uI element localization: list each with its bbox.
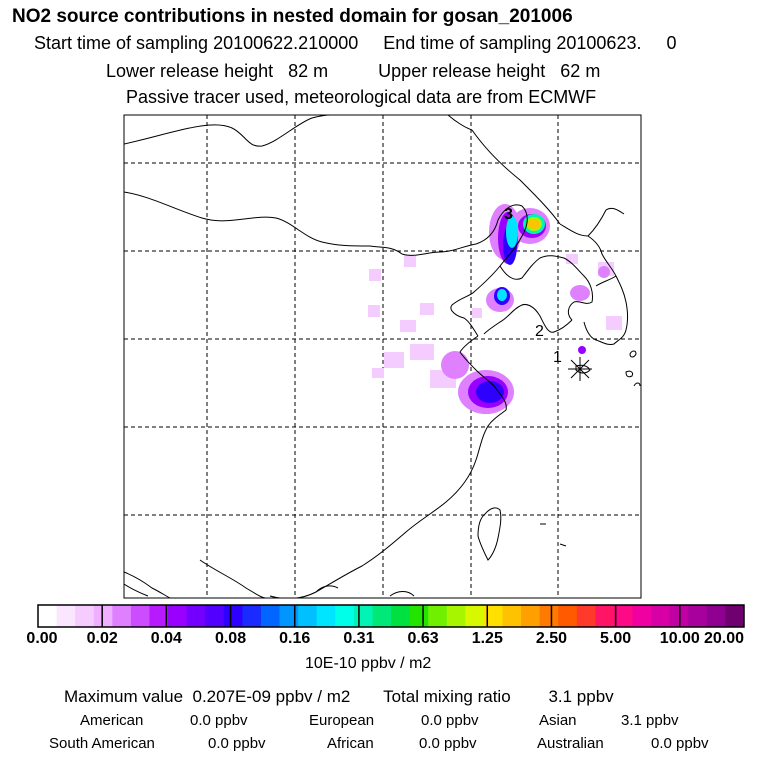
colorbar-tick-label: 5.00 (600, 630, 632, 647)
colorbar-cell (613, 605, 634, 627)
marker-2: 2 (535, 323, 544, 340)
total-value: 3.1 ppbv (548, 687, 614, 706)
receptor-asterisk-icon (568, 357, 592, 381)
colorbar-cells (38, 605, 745, 627)
map-panel: 3 2 1 (123, 114, 642, 599)
colorbar-tick-label: 1.25 (471, 630, 503, 647)
colorbar-cell (539, 605, 559, 627)
colorbar-cell (725, 605, 745, 627)
region-name: South American (49, 735, 155, 752)
start-value: 20100622.210000 (213, 33, 359, 53)
colorbar-major-dividers (101, 605, 681, 627)
colorbar-cell (260, 605, 281, 627)
colorbar-cell (465, 605, 485, 627)
colorbar-cell (56, 605, 76, 627)
region-value: 0.0 ppbv (419, 735, 477, 752)
marker-3: 3 (504, 206, 513, 223)
region-value: 0.0 ppbv (190, 712, 248, 729)
colorbar-tick-label: 20.00 (703, 630, 745, 647)
colorbar-tick-label: 0.08 (214, 630, 247, 647)
colorbar-cell (483, 605, 503, 627)
region-name: Asian (539, 712, 577, 729)
region-value: 0.0 ppbv (421, 712, 479, 729)
plume-peak (523, 214, 545, 234)
colorbar-cell (335, 605, 355, 627)
max-value: 0.207E-09 ppbv / m2 (192, 687, 351, 706)
concentration-field (368, 204, 622, 414)
colorbar-tick-label: 0.02 (86, 630, 118, 647)
colorbar-cell (75, 605, 95, 627)
colorbar-tick-label: 10.00 (659, 630, 700, 647)
colorbar-cell (372, 605, 392, 627)
colorbar-cell (316, 605, 336, 627)
colorbar-cell (186, 605, 206, 627)
colorbar-cell (558, 605, 578, 627)
colorbar-cell (298, 605, 318, 627)
start-label: Start time of sampling (34, 33, 209, 53)
colorbar-cell (149, 605, 169, 627)
lower-value: 82 m (288, 61, 329, 81)
colorbar-tick-label: 0.63 (407, 630, 439, 647)
colorbar-cell (205, 605, 225, 627)
colorbar-tick-label: 0.16 (279, 630, 311, 647)
colorbar-cell (93, 605, 113, 627)
end-value: 20100623. 0 (556, 33, 677, 53)
colorbar-cell (706, 605, 726, 627)
colorbar-cell (632, 605, 652, 627)
colorbar-cell (595, 605, 615, 627)
tracer-note: Passive tracer used, meteorological data… (126, 87, 597, 107)
max-label: Maximum value (64, 687, 184, 706)
colorbar-cell (223, 605, 243, 627)
end-label: End time of sampling (383, 33, 552, 53)
colorbar-cell (168, 605, 188, 627)
region-name: European (309, 712, 375, 729)
region-value: 3.1 ppbv (621, 712, 679, 729)
coastlines (124, 115, 641, 598)
colorbar-cell (688, 605, 708, 627)
lower-label: Lower release height (106, 61, 274, 81)
colorbar-cell (521, 605, 541, 627)
colorbar-cell (353, 605, 373, 627)
sampling-times: Start time of sampling 20100622.210000 E… (34, 34, 676, 52)
colorbar-cell (428, 605, 448, 627)
graticule (124, 115, 641, 598)
colorbar-frame (37, 604, 745, 628)
region-name: American (80, 712, 144, 729)
colorbar-cell (279, 605, 299, 627)
colorbar-tick-label: 2.50 (535, 630, 568, 647)
colorbar-cell (651, 605, 671, 627)
colorbar-cell (130, 605, 150, 627)
colorbar (37, 604, 745, 628)
marker-1: 1 (553, 349, 562, 366)
upper-value: 62 m (560, 61, 601, 81)
colorbar-cell (576, 605, 596, 627)
colorbar-cell (391, 605, 411, 627)
plume-cyan (497, 216, 518, 301)
colorbar-cell (112, 605, 132, 627)
colorbar-cell (446, 605, 466, 627)
region-value: 0.0 ppbv (651, 735, 709, 752)
colorbar-cell (502, 605, 522, 627)
colorbar-tick-label: 0.31 (343, 630, 375, 647)
region-name: African (327, 735, 374, 752)
plot-title: NO2 source contributions in nested domai… (12, 6, 573, 27)
region-name: Australian (537, 735, 604, 752)
summary-stats: Maximum value 0.207E-09 ppbv / m2 Total … (64, 688, 614, 705)
upper-label: Upper release height (378, 61, 546, 81)
colorbar-tick-label: 0.00 (26, 630, 58, 647)
colorbar-cell (242, 605, 262, 627)
colorbar-cell (38, 605, 58, 627)
region-value: 0.0 ppbv (208, 735, 266, 752)
total-label: Total mixing ratio (383, 687, 511, 706)
colorbar-tick-label: 0.04 (150, 630, 182, 647)
colorbar-units: 10E-10 ppbv / m2 (305, 655, 432, 672)
colorbar-cell (409, 605, 429, 627)
map-frame (123, 114, 642, 599)
release-heights: Lower release height 82 m Upper release … (106, 62, 600, 80)
